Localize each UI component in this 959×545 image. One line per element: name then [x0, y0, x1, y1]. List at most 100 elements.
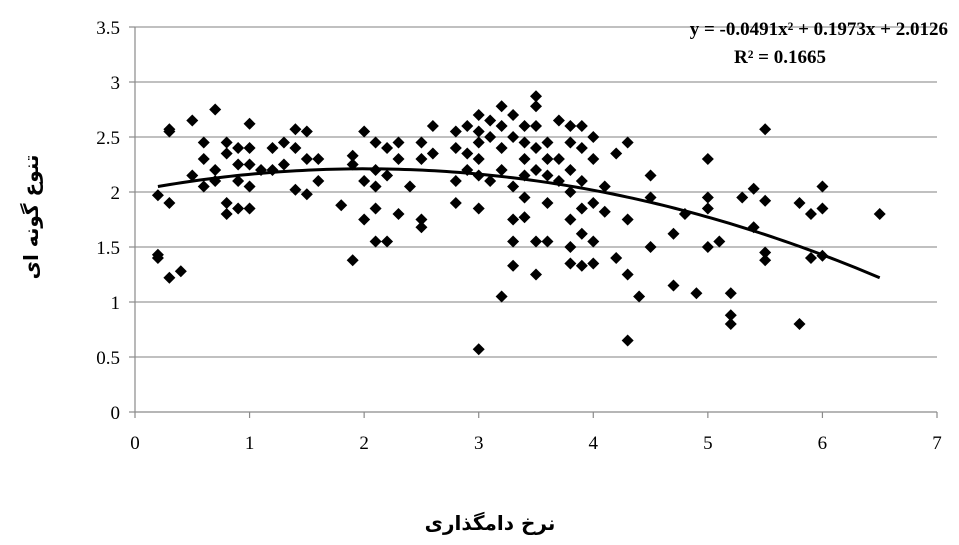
y-tick-label: 0.5 [96, 348, 120, 369]
data-point [289, 142, 302, 154]
data-point [564, 241, 577, 253]
data-point [644, 169, 657, 182]
data-point [369, 136, 382, 149]
data-point [575, 227, 588, 240]
y-tick-label: 2.5 [96, 128, 120, 149]
data-point [759, 254, 772, 267]
data-point [381, 235, 394, 248]
data-point [495, 100, 508, 113]
y-axis-title: تنوع گونه ای [19, 155, 43, 280]
data-point [518, 153, 531, 165]
data-point [518, 211, 531, 224]
data-point [346, 149, 359, 162]
data-point [472, 109, 485, 121]
data-point [530, 90, 542, 103]
data-point [369, 202, 382, 215]
x-tick-label: 2 [359, 433, 369, 454]
data-point [358, 175, 371, 187]
data-point [163, 125, 176, 138]
data-point [541, 197, 554, 209]
data-point [701, 202, 714, 215]
y-tick-label: 1.5 [96, 238, 120, 259]
data-point [415, 136, 428, 149]
data-point [209, 164, 222, 176]
data-point [300, 153, 313, 165]
data-point [541, 153, 554, 165]
data-point [518, 136, 531, 149]
data-point [151, 252, 164, 264]
data-point [701, 191, 714, 204]
data-point [541, 235, 554, 248]
data-point [564, 186, 577, 198]
data-point [472, 343, 485, 356]
data-point [575, 142, 588, 154]
data-point [449, 142, 462, 154]
data-point [587, 197, 600, 209]
data-point [495, 120, 508, 132]
data-point [507, 180, 520, 193]
data-point [701, 153, 714, 165]
data-point [530, 142, 542, 154]
data-point [633, 290, 646, 303]
data-point [552, 153, 565, 165]
data-point [232, 158, 245, 171]
data-point [186, 169, 199, 182]
data-point [507, 259, 520, 272]
data-point [163, 271, 176, 284]
data-point [759, 246, 772, 259]
data-point [713, 235, 726, 248]
data-point [507, 109, 520, 121]
x-tick-label: 5 [703, 433, 713, 454]
data-point [381, 169, 394, 182]
data-point [804, 252, 817, 264]
data-point [243, 158, 256, 171]
data-point [289, 123, 302, 136]
data-point [541, 136, 554, 149]
data-point [358, 125, 371, 138]
x-tick-labels: 0 1 2 3 4 5 6 7 [130, 433, 942, 454]
data-point [621, 268, 634, 281]
data-point [232, 202, 245, 215]
data-point [461, 147, 474, 160]
data-point [736, 191, 749, 204]
data-point [277, 136, 290, 149]
data-point [232, 175, 245, 187]
x-axis-title: نرخ دامگذاری [425, 511, 556, 535]
data-point [151, 189, 164, 202]
data-point [163, 197, 176, 209]
data-point [587, 153, 600, 165]
data-point [495, 164, 508, 176]
data-point [392, 208, 405, 220]
data-point [598, 205, 611, 218]
data-point [495, 290, 508, 303]
data-point [816, 202, 829, 215]
data-point [530, 268, 542, 281]
x-tick-label: 0 [130, 433, 140, 454]
data-point [449, 197, 462, 209]
data-point [174, 265, 187, 278]
data-point [346, 254, 359, 267]
y-tick-label: 3 [111, 73, 121, 94]
data-point [220, 147, 233, 160]
data-point [621, 213, 634, 226]
data-point [266, 142, 279, 154]
x-tick-label: 1 [245, 433, 255, 454]
data-point [644, 241, 657, 253]
data-point [552, 114, 565, 127]
data-point [243, 142, 256, 154]
data-point [724, 318, 737, 330]
data-point [220, 136, 233, 149]
data-point [724, 287, 737, 300]
data-point [701, 241, 714, 253]
data-point [724, 309, 737, 322]
data-point [300, 125, 313, 138]
data-point [243, 180, 256, 193]
data-point [667, 227, 680, 240]
y-tick-label: 2 [111, 183, 121, 204]
data-point [426, 147, 439, 160]
data-point [426, 120, 439, 132]
data-point [575, 202, 588, 215]
data-point [587, 257, 600, 270]
